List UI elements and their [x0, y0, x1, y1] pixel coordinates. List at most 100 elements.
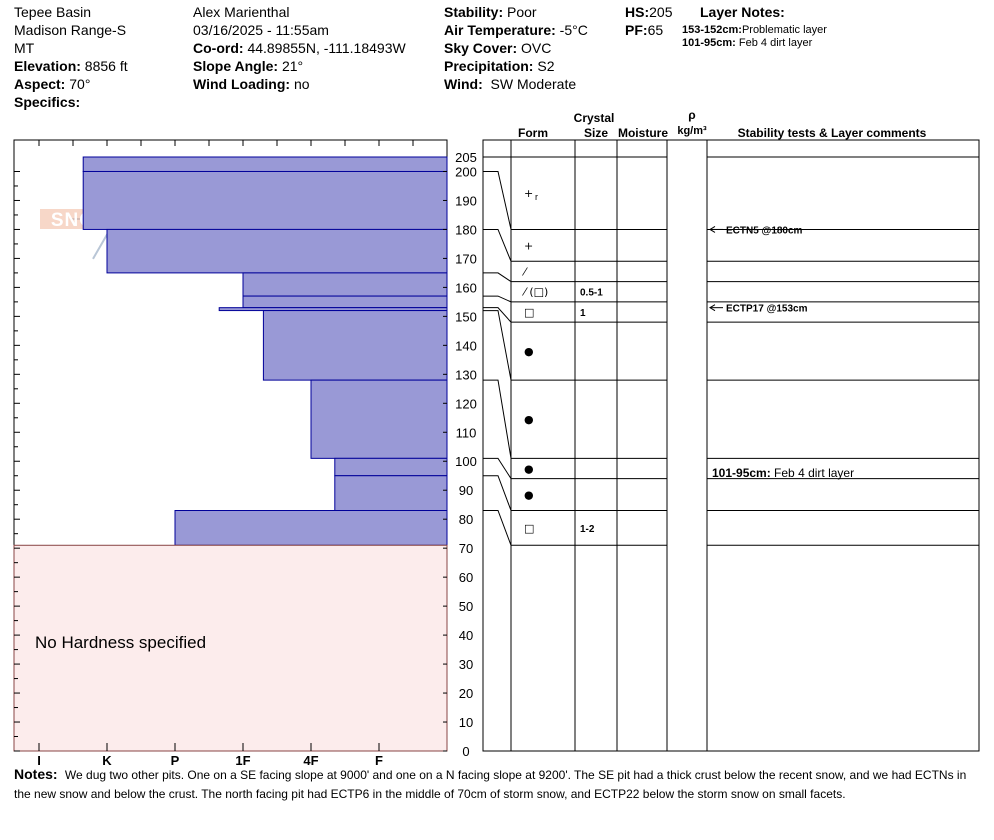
depth-tick-label: 30	[459, 657, 473, 672]
layer-table	[482, 139, 980, 752]
coord-field: Co-ord: 44.89855N, -111.18493W	[193, 40, 406, 56]
connector-line	[483, 228, 512, 262]
depth-tick-label: 100	[455, 454, 477, 469]
precip-field: Precipitation: S2	[444, 58, 555, 74]
state-name: MT	[14, 40, 35, 56]
grain-form-6: ●	[524, 413, 534, 426]
date-time: 03/16/2025 - 11:55am	[193, 22, 329, 38]
air-temp-field: Air Temperature: -5°C	[444, 22, 588, 38]
grain-size-4: 1	[580, 308, 586, 319]
hardness-bar-7	[310, 379, 448, 459]
grain-form-5: ●	[524, 345, 534, 358]
hardness-bar-6	[262, 310, 448, 381]
size-header: Size	[584, 126, 608, 140]
grain-form-9: □	[524, 522, 534, 535]
wind-loading-field: Wind Loading: no	[193, 76, 310, 92]
test-arrowhead-0	[709, 226, 716, 233]
connector-line	[483, 379, 512, 459]
connector-line	[483, 510, 512, 546]
observer-name: Alex Marienthal	[193, 4, 290, 20]
grain-form-7: ●	[524, 462, 534, 475]
test-arrowhead-1	[709, 304, 716, 312]
depth-tick-label: 70	[459, 541, 473, 556]
hardness-bar-8	[334, 457, 448, 477]
hardness-tick-label: 1F	[235, 753, 250, 768]
depth-tick-label: 190	[455, 193, 477, 208]
aspect-field: Aspect: 70°	[14, 76, 91, 92]
depth-tick-label: 10	[459, 715, 473, 730]
hardness-bar-4	[242, 295, 448, 309]
connector-line	[483, 457, 512, 479]
hardness-bar-3	[242, 272, 448, 297]
depth-tick-label: 50	[459, 599, 473, 614]
grain-form-4: □	[524, 306, 534, 319]
notes-block: Notes: We dug two other pits. One on a S…	[14, 766, 967, 801]
depth-tick-label: 90	[459, 483, 473, 498]
slope-field: Slope Angle: 21°	[193, 58, 304, 74]
hardness-tick-label: K	[102, 753, 112, 768]
layer-comment-0: 101-95cm: Feb 4 dirt layer	[712, 466, 854, 480]
wind-field: Wind: SW Moderate	[444, 76, 577, 92]
specifics-field: Specifics:	[14, 94, 81, 110]
depth-tick-label: 60	[459, 570, 473, 585]
connector-line	[483, 272, 512, 283]
grain-form-sub-0: r	[535, 192, 538, 202]
depth-tick-label: 130	[455, 367, 477, 382]
depth-tick-label: 140	[455, 338, 477, 353]
grain-form-3: ⁄ (□)	[521, 286, 548, 299]
range-name: Madison Range-S	[14, 22, 127, 38]
hardness-bar-9	[334, 475, 448, 512]
layer-notes-title: Layer Notes:	[700, 4, 785, 20]
depth-tick-label: 205	[455, 150, 477, 165]
crystal-header: Crystal	[574, 111, 615, 125]
hardness-bar-0	[82, 156, 448, 172]
layer-note-2: 101-95cm: Feb 4 dirt layer	[682, 37, 813, 49]
comments-header: Stability tests & Layer comments	[738, 126, 927, 140]
grain-form-2: ⁄	[521, 265, 528, 278]
hardness-tick-label: P	[171, 753, 180, 768]
notes-text: We dug two other pits. One on a SE facin…	[14, 768, 967, 801]
hardness-bar-10	[174, 510, 448, 546]
grain-form-1: +	[524, 239, 533, 252]
stability-test-1: ECTP17 @153cm	[726, 304, 808, 315]
layer-note-1: 153-152cm:Problematic layer	[682, 24, 827, 36]
depth-tick-label: 40	[459, 628, 473, 643]
connector-line	[483, 307, 512, 323]
rho-header: ρ	[688, 108, 695, 122]
form-header: Form	[518, 126, 548, 140]
no-hardness-label: No Hardness specified	[35, 633, 206, 652]
grain-size-3: 0.5-1	[580, 288, 603, 299]
grain-size-9: 1-2	[580, 524, 595, 535]
hs-field: HS:205	[625, 4, 673, 20]
connector-line	[483, 475, 512, 511]
depth-tick-label: 150	[455, 309, 477, 324]
connector-line	[483, 295, 512, 303]
hardness-tick-label: F	[375, 753, 383, 768]
grain-form-0: +	[524, 187, 533, 200]
connector-line	[483, 310, 512, 381]
density-unit-header: kg/m³	[677, 125, 707, 137]
depth-tick-label: 180	[455, 222, 477, 237]
depth-tick-label: 20	[459, 686, 473, 701]
depth-tick-label: 120	[455, 396, 477, 411]
depth-tick-label: 110	[456, 425, 477, 440]
hardness-tick-label: 4F	[303, 753, 318, 768]
hardness-tick-label: I	[37, 753, 41, 768]
connector-line	[483, 170, 512, 230]
depth-tick-label: 0	[462, 744, 469, 759]
elevation-field: Elevation: 8856 ft	[14, 58, 128, 74]
depth-tick-label: 160	[455, 280, 477, 295]
grain-form-8: ●	[524, 489, 534, 502]
sky-cover-field: Sky Cover: OVC	[444, 40, 552, 56]
depth-tick-label: 170	[455, 251, 477, 266]
stability-test-0: ECTN5 @180cm	[726, 225, 803, 236]
depth-tick-label: 80	[459, 512, 473, 527]
no-hardness-region	[13, 544, 448, 752]
pf-field: PF:65	[625, 22, 664, 38]
location-name: Tepee Basin	[14, 4, 92, 20]
stability-field: Stability: Poor	[444, 4, 537, 20]
depth-tick-label: 200	[455, 164, 477, 179]
hardness-bar-1	[82, 170, 448, 230]
moisture-header: Moisture	[618, 126, 668, 140]
